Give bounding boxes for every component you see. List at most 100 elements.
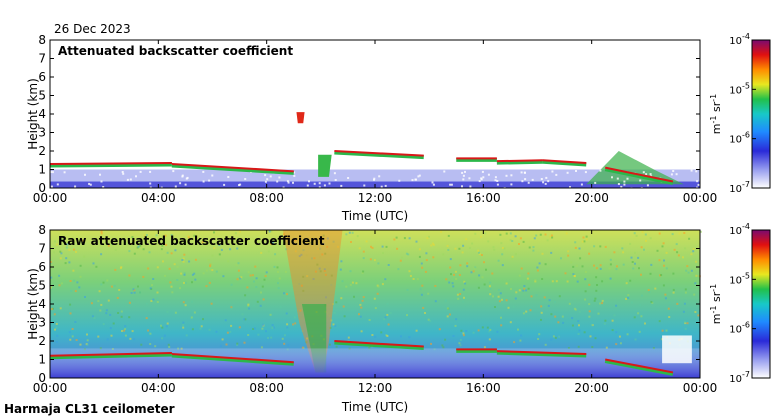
noise-speckle [322,234,325,237]
noise-speckle [694,282,697,285]
noise-speckle [692,247,695,250]
cloud-layer-base [49,162,172,168]
noise-speckle [265,271,268,274]
noise-speckle [590,323,593,326]
noise-speckle [99,188,102,190]
noise-speckle [687,271,690,274]
noise-speckle [359,315,362,318]
noise-speckle [638,330,641,333]
noise-speckle [99,309,102,312]
noise-speckle [164,234,167,237]
noise-speckle [328,315,331,317]
noise-speckle [528,246,531,249]
noise-speckle [511,240,514,242]
noise-speckle [301,346,304,349]
y-tick-label: 3 [38,126,46,140]
noise-speckle [565,232,568,235]
noise-speckle [97,304,100,307]
noise-speckle [578,324,580,327]
noise-speckle [529,309,532,312]
noise-speckle [190,316,193,319]
noise-speckle [86,333,88,336]
noise-speckle [500,298,503,301]
noise-speckle [139,170,142,173]
noise-speckle [634,338,637,341]
noise-speckle [279,305,282,308]
noise-speckle [544,233,547,236]
noise-speckle [578,247,581,250]
noise-speckle [588,283,591,286]
noise-speckle [244,178,247,180]
noise-speckle [525,310,528,313]
noise-speckle [697,183,700,186]
noise-speckle [447,234,450,237]
noise-speckle [509,232,512,235]
noise-speckle [253,280,255,283]
noise-speckle [425,259,428,262]
noise-speckle [397,268,400,271]
noise-speckle [118,289,121,291]
noise-speckle [173,263,176,266]
noise-speckle [481,326,484,329]
noise-speckle [257,333,260,336]
noise-speckle [55,322,58,325]
noise-speckle [468,246,471,249]
noise-speckle [209,268,212,271]
noise-speckle [684,291,687,294]
noise-speckle [638,267,640,270]
noise-speckle [348,231,351,234]
noise-speckle [462,334,465,337]
noise-speckle [120,315,123,318]
noise-speckle [107,299,110,302]
noise-speckle [497,288,500,291]
noise-speckle [155,234,158,237]
noise-speckle [172,170,175,173]
noise-speckle [117,312,120,314]
noise-speckle [611,319,614,322]
noise-speckle [284,270,287,273]
noise-speckle [170,234,173,237]
noise-speckle [684,327,687,330]
noise-speckle [69,312,72,315]
noise-speckle [262,298,265,301]
noise-speckle [309,241,312,244]
unit-part: sr [710,101,723,115]
noise-speckle [485,268,487,271]
noise-speckle [494,176,497,179]
noise-speckle [521,180,524,183]
noise-speckle [317,247,320,250]
y-tick-label: 8 [38,33,46,47]
noise-speckle [646,184,649,187]
noise-speckle [464,282,467,285]
colorbar-bottom: 10-7 10-6 10-5 10-4 m-1 sr-1 [709,222,771,385]
noise-speckle [418,255,421,258]
noise-speckle [260,291,262,294]
noise-speckle [668,316,671,318]
noise-speckle [633,316,636,319]
noise-speckle [663,259,665,262]
noise-speckle [445,299,447,302]
noise-speckle [50,185,53,188]
colorbar-top: 10-7 10-6 10-5 10-4 m-1 sr-1 [709,32,771,195]
noise-speckle [496,180,499,182]
noise-speckle [527,272,530,275]
noise-speckle [59,257,62,260]
cloud-layer-base [496,159,543,165]
noise-speckle [572,265,575,268]
noise-speckle [695,274,698,277]
noise-speckle [149,182,152,185]
noise-speckle [302,249,305,252]
noise-speckle [99,347,102,350]
noise-speckle [293,316,296,319]
noise-speckle [160,248,163,251]
noise-speckle [97,300,100,303]
noise-speckle [264,180,267,183]
noise-speckle [224,319,227,322]
noise-speckle [465,330,468,332]
noise-speckle [682,256,684,259]
noise-speckle [477,286,480,289]
noise-speckle [395,236,398,239]
noise-speckle [566,171,569,174]
noise-speckle [585,235,588,238]
noise-speckle [632,267,635,270]
